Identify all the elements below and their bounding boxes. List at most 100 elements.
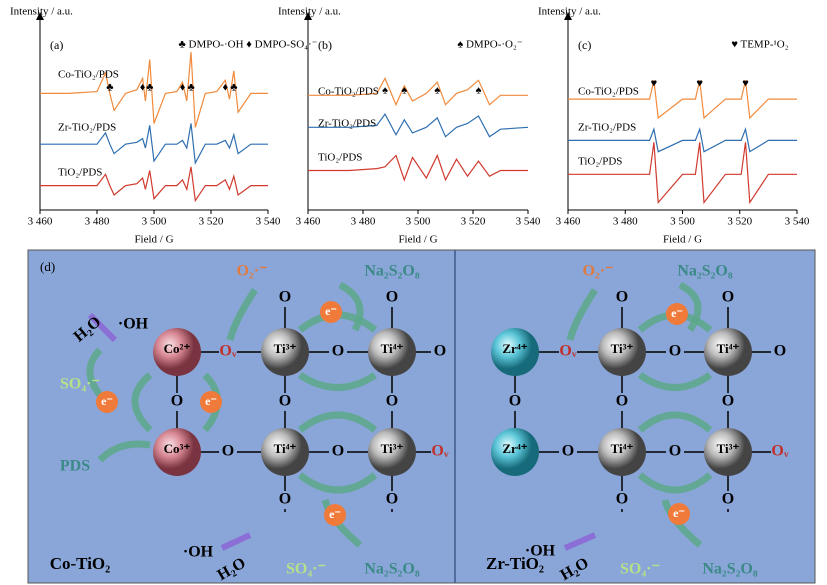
species-label: Na₂S₂O₈ — [364, 561, 419, 578]
atom — [491, 428, 539, 476]
arrow — [220, 532, 252, 551]
x-axis-label: Field / G — [398, 234, 437, 246]
x-tick-label: 3 540 — [516, 216, 541, 228]
x-tick-label: 3 540 — [256, 216, 281, 228]
atom-label: Zr⁴⁺ — [502, 341, 527, 356]
oxygen-label: O — [332, 343, 344, 360]
oxygen-label: Oᵥ — [219, 343, 236, 360]
atom-label: Co³⁺ — [164, 441, 191, 456]
label-bg — [276, 491, 294, 509]
panel-label: (b) — [318, 38, 332, 52]
atom-label: Ti³⁺ — [611, 341, 634, 356]
label-bg — [771, 343, 789, 361]
atom-label: Ti⁴⁺ — [381, 341, 404, 356]
arrow — [563, 532, 597, 551]
spectrum-line — [40, 123, 268, 166]
oxygen-label: O — [722, 289, 734, 306]
atom — [368, 328, 416, 376]
atom — [704, 328, 752, 376]
reaction-arrow — [298, 372, 377, 391]
x-tick-label: 3 520 — [727, 216, 752, 228]
reaction-arrow — [678, 281, 702, 332]
label-bg — [506, 393, 524, 411]
oxygen-label: O — [171, 393, 183, 410]
oxygen-label: Oᵥ — [431, 443, 448, 460]
annotation: ♣ DMPO-·OH ♦ DMPO-SO₄·⁻ — [179, 39, 318, 51]
electron-label: e⁻ — [671, 306, 683, 320]
atom-label: Ti³⁺ — [717, 441, 740, 456]
label-bg — [666, 443, 684, 461]
y-axis-label: Intensity / a.u. — [10, 6, 73, 18]
label-bg — [329, 343, 347, 361]
spectrum-line — [40, 166, 268, 203]
label-bg — [666, 343, 684, 361]
atom — [491, 328, 539, 376]
atom-label: Zr⁴⁺ — [502, 441, 527, 456]
reaction-arrow — [97, 440, 151, 463]
oxygen-label: O — [669, 343, 681, 360]
electron — [96, 391, 118, 413]
atom — [598, 328, 646, 376]
oxygen-label: O — [722, 393, 734, 410]
panel-label: (c) — [578, 38, 591, 52]
peak-marker: ♠ — [434, 85, 440, 97]
spectrum-line — [568, 127, 797, 153]
species-label: O₂·⁻ — [582, 263, 613, 280]
label-bg — [276, 393, 294, 411]
label-bg — [383, 491, 401, 509]
reaction-arrow — [637, 472, 713, 494]
annotation: ♥ TEMP-¹O₂ — [731, 39, 788, 51]
label-bg — [219, 343, 237, 361]
electron — [668, 503, 690, 525]
species-label: Na₂S₂O₈ — [677, 263, 732, 280]
electron — [320, 301, 342, 323]
series-label: TiO₂/PDS — [318, 152, 362, 164]
peak-marker: ♦ — [140, 82, 146, 94]
diagram-title: Zr-TiO₂ — [486, 554, 544, 573]
label-bg — [383, 393, 401, 411]
reaction-arrow — [297, 411, 378, 433]
series-label: Zr-TiO₂/PDS — [318, 118, 376, 130]
label-bg — [613, 393, 631, 411]
oxygen-label: O — [774, 343, 786, 360]
x-axis-label: Field / G — [663, 234, 702, 246]
peak-marker: ♥ — [696, 78, 703, 90]
peak-marker: ♦ — [222, 82, 228, 94]
label-bg — [559, 443, 577, 461]
diagram-title: Co-TiO₂ — [50, 554, 111, 573]
peak-marker: ♦ — [180, 82, 186, 94]
x-tick-label: 3 480 — [351, 216, 376, 228]
series-label: TiO₂/PDS — [578, 156, 622, 168]
x-tick-label: 3 500 — [406, 216, 431, 228]
oxygen-label: O — [279, 289, 291, 306]
oxygen-label: O — [616, 289, 628, 306]
panel-label: (d) — [40, 259, 55, 274]
label-bg — [559, 343, 577, 361]
electron-label: e⁻ — [101, 394, 113, 408]
electron-label: e⁻ — [205, 394, 217, 408]
peak-marker: ♣ — [146, 82, 153, 94]
oxygen-label: O — [386, 393, 398, 410]
label-bg — [613, 491, 631, 509]
label-bg — [719, 491, 737, 509]
spectrum-line — [308, 112, 529, 138]
atom — [153, 328, 201, 376]
y-axis-label: Intensity / a.u. — [538, 6, 601, 18]
reaction-arrow — [637, 411, 713, 433]
oxygen-label: O — [616, 393, 628, 410]
oxygen-label: O — [722, 491, 734, 508]
reaction-arrow — [338, 281, 364, 332]
x-tick-label: 3 480 — [613, 216, 638, 228]
species-label: SO₄·⁻ — [620, 561, 660, 578]
atom-label: Ti³⁺ — [274, 341, 297, 356]
series-label: Zr-TiO₂/PDS — [58, 122, 116, 134]
oxygen-label: O — [386, 289, 398, 306]
label-bg — [168, 393, 186, 411]
x-tick-label: 3 500 — [670, 216, 695, 228]
electron — [324, 504, 346, 526]
oxygen-label: Oᵥ — [559, 343, 576, 360]
x-axis-label: Field / G — [134, 234, 173, 246]
atom-label: Co²⁺ — [164, 341, 191, 356]
species-label: SO₄·⁻ — [286, 561, 326, 578]
peak-marker: ♥ — [742, 78, 749, 90]
